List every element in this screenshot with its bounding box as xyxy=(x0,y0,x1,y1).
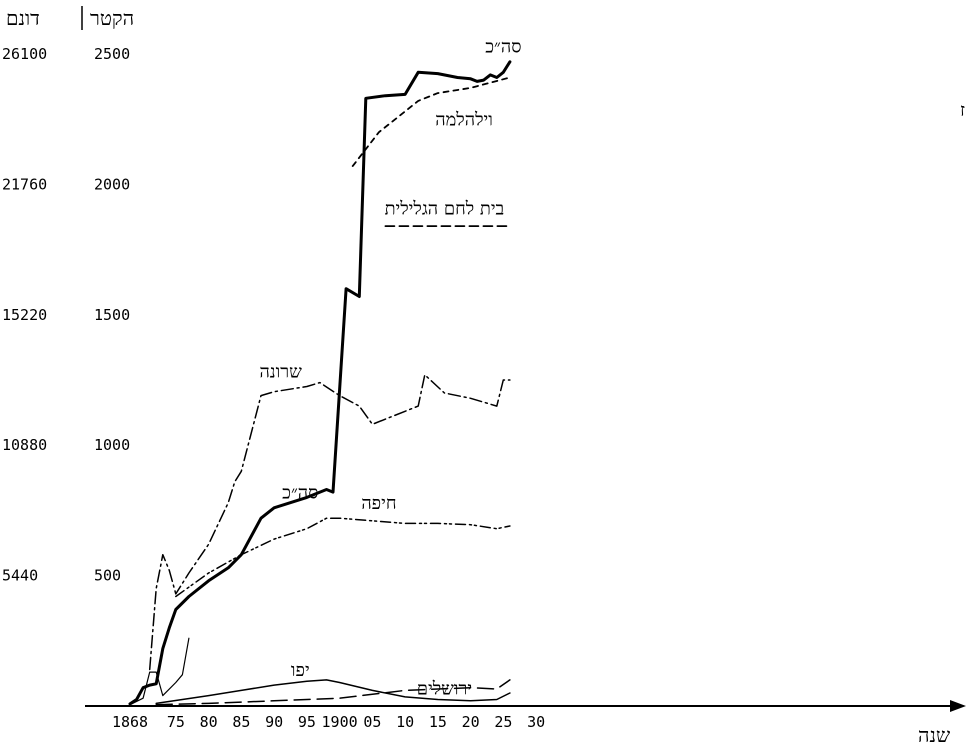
y-tick-dunam: 5440 xyxy=(2,567,38,585)
series-line-וילהלמה xyxy=(351,76,511,168)
y-tick-hectare: 2000 xyxy=(94,175,130,193)
y-tick-dunam: 21760 xyxy=(2,175,47,193)
y-tick-hectare: 1500 xyxy=(94,306,130,324)
series-label: ירושלים xyxy=(417,678,472,699)
series-line-שרונה xyxy=(148,374,511,671)
x-tick-label: 75 xyxy=(167,713,185,731)
series-label: בית לחם הגלילית xyxy=(385,198,505,219)
series-lines xyxy=(128,60,512,706)
x-tick-label: 95 xyxy=(298,713,316,731)
series-labels: סה״כ וילהלמה בית לחם הגלילית שרונה סה״כ חיפה י… xyxy=(259,37,521,700)
stray-mark: ז xyxy=(960,100,965,121)
series-label: יפו xyxy=(291,660,310,681)
series-line-חיפה xyxy=(175,517,511,598)
x-tick-label: 15 xyxy=(429,713,447,731)
y-tick-hectare: 2500 xyxy=(94,45,130,63)
x-tick-label: 30 xyxy=(527,713,545,731)
x-tick-label: 90 xyxy=(265,713,283,731)
series-line-ירושלים xyxy=(155,679,511,706)
series-line-סה״כ xyxy=(128,60,512,706)
x-axis-arrowhead xyxy=(950,700,966,712)
series-label: וילהלמה xyxy=(435,110,493,131)
series-label: שרונה xyxy=(259,361,302,382)
y-tick-dunam: 15220 xyxy=(2,306,47,324)
x-tick-label: 1868 xyxy=(112,713,148,731)
y-tick-dunam: 10880 xyxy=(2,436,47,454)
x-tick-label: 20 xyxy=(462,713,480,731)
series-line-unlabeled-5 xyxy=(129,637,190,706)
x-tick-label: 05 xyxy=(363,713,381,731)
x-tick-label: 1900 xyxy=(322,713,358,731)
series-label: סה״כ xyxy=(485,37,521,58)
header-hectare: הקטר xyxy=(90,6,134,30)
series-label: חיפה xyxy=(361,493,396,514)
x-tick-label: 80 xyxy=(200,713,218,731)
y-tick-dunam: 26100 xyxy=(2,45,47,63)
y-tick-hectare: 500 xyxy=(94,567,121,585)
tick-labels: 1868 75 80 85 90 95 1900 05 10 15 20 25 30 5440 500 108… xyxy=(2,45,545,731)
header-dunam: דונם xyxy=(6,6,40,30)
x-tick-label: 10 xyxy=(396,713,414,731)
x-tick-label: 25 xyxy=(494,713,512,731)
x-tick-label: 85 xyxy=(232,713,250,731)
y-tick-hectare: 1000 xyxy=(94,436,130,454)
series-label: סה״כ xyxy=(282,483,318,504)
series-line-יפו xyxy=(155,679,511,705)
x-axis-label: שנה xyxy=(918,723,950,747)
